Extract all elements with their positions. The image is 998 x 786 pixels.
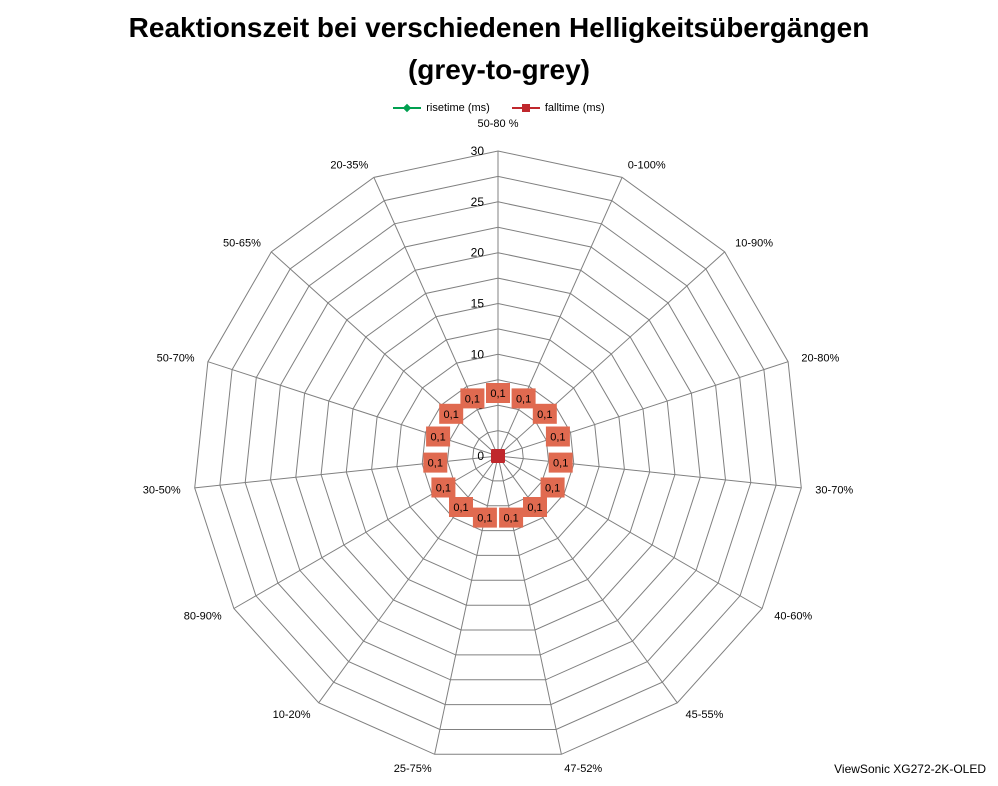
category-label: 47-52% (564, 763, 602, 775)
data-label-box (499, 507, 524, 528)
grid-ring (345, 302, 651, 606)
data-label-box (523, 497, 547, 517)
grid-spoke (434, 455, 499, 755)
axis-tick-label: 20 (471, 246, 485, 260)
data-label-box (532, 403, 557, 424)
data-label: 0,1 (537, 409, 552, 421)
category-label: 30-50% (143, 484, 181, 496)
data-label: 0,1 (428, 458, 443, 470)
grid-ring (421, 379, 575, 532)
legend-fall-label: falltime (ms) (544, 102, 605, 114)
category-label: 40-60% (774, 611, 812, 623)
grid-ring (320, 277, 676, 631)
legend: risetime (ms) falltime (ms) (0, 101, 998, 115)
category-label: 50-70% (157, 352, 195, 364)
grid-spoke (497, 251, 726, 457)
watermark: ViewSonic XG272-2K-OLED (834, 762, 986, 776)
category-label: 10-90% (735, 238, 773, 250)
data-label-box (548, 452, 573, 473)
legend-item-fall: falltime (ms) (511, 101, 605, 115)
data-label-box (426, 426, 451, 447)
category-label: 80-90% (184, 611, 222, 623)
category-label: 50-80 % (478, 118, 519, 130)
grid-ring (194, 150, 802, 755)
grid-spoke (373, 177, 499, 457)
axis-tick-label: 25 (471, 195, 485, 209)
grid-ring (446, 404, 550, 507)
data-label: 0,1 (477, 513, 492, 525)
legend-fall-marker (521, 104, 530, 112)
grid-spoke (497, 177, 623, 457)
chart-title: Reaktionszeit bei verschiedenen Helligke… (128, 12, 870, 43)
grid-spoke (497, 455, 763, 609)
grid-ring (295, 252, 701, 656)
data-label-box (545, 426, 570, 447)
grid-spoke (497, 455, 802, 489)
data-label-box (423, 452, 448, 473)
data-label-box (472, 507, 497, 528)
axis-tick-label: 15 (471, 297, 485, 311)
grid-ring (472, 430, 524, 482)
category-label: 10-20% (273, 709, 311, 721)
data-label: 0,1 (436, 483, 451, 495)
legend-fall-swatch-icon (511, 101, 540, 115)
axis-tick-label: 30 (471, 144, 485, 158)
grid-ring (371, 328, 625, 581)
legend-item-rise: risetime (ms) (393, 101, 490, 115)
category-label: 45-55% (686, 709, 724, 721)
data-label-box (511, 388, 536, 409)
grid-spoke (497, 455, 562, 755)
category-label: 20-80% (801, 352, 839, 364)
data-label: 0,1 (490, 388, 505, 400)
data-label-box (460, 388, 485, 409)
data-label: 0,1 (503, 513, 518, 525)
grid-spoke (270, 251, 499, 457)
data-label: 0,1 (444, 409, 459, 421)
grid-spoke (497, 455, 678, 704)
chart-subtitle: (grey-to-grey) (407, 54, 590, 85)
category-label: 0-100% (628, 160, 666, 172)
data-label-box (431, 477, 456, 498)
grid-ring (244, 201, 752, 706)
category-label: 30-70% (815, 484, 853, 496)
grid-spoke (194, 455, 499, 489)
legend-rise-swatch-icon (393, 101, 422, 115)
data-label: 0,1 (516, 393, 531, 405)
data-label-box (439, 403, 464, 424)
data-label: 0,1 (545, 483, 560, 495)
axis-tick-label: 0 (477, 449, 484, 463)
data-label: 0,1 (527, 502, 542, 514)
grid-ring (219, 175, 777, 730)
data-label: 0,1 (453, 502, 468, 514)
data-point (491, 449, 504, 462)
grid-ring (269, 226, 727, 681)
data-label: 0,1 (550, 432, 565, 444)
data-label-box (540, 477, 565, 498)
grid-spoke (233, 455, 499, 609)
category-label: 20-35% (330, 160, 368, 172)
category-label: 25-75% (394, 763, 432, 775)
legend-rise-label: risetime (ms) (426, 102, 490, 114)
data-label-box (449, 497, 473, 517)
data-label-box (486, 383, 510, 403)
axis-tick-label: 10 (471, 347, 485, 361)
data-label: 0,1 (553, 458, 568, 470)
grid-spoke (318, 455, 499, 704)
data-label: 0,1 (465, 393, 480, 405)
grid-ring (396, 353, 600, 556)
category-label: 50-65% (223, 238, 261, 250)
data-label: 0,1 (430, 432, 445, 444)
